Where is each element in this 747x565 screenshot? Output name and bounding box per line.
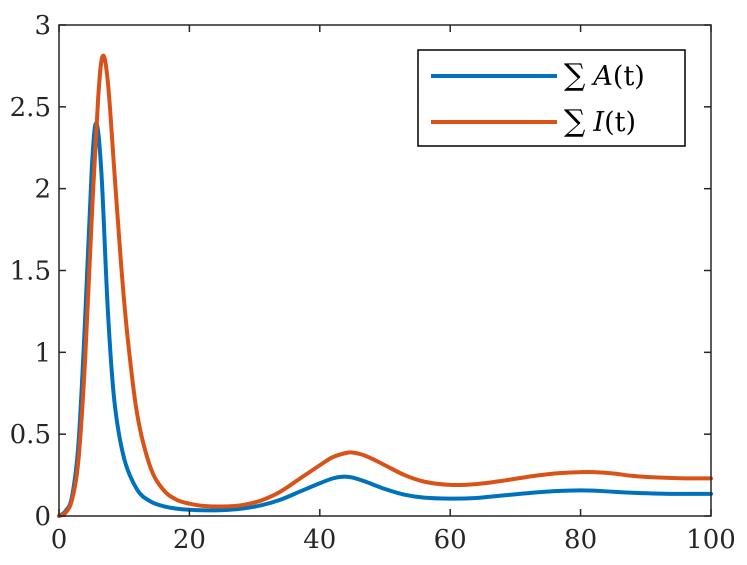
y-tick-label: 2 [34,175,51,205]
tick-layer: 0 20 40 60 80 100 0 0.5 1 1.5 2 2.5 3 [10,11,736,555]
y-tick-label: 0 [34,502,51,532]
x-tick-label: 0 [51,525,68,555]
y-tick-label: 1 [34,338,51,368]
x-tick-label: 80 [564,525,597,555]
legend-label-1: ∑ A(t) [564,58,645,93]
x-tick-label: 40 [303,525,336,555]
y-tick-label: 3 [34,11,51,41]
x-tick-label: 100 [686,525,736,555]
y-tick-label: 0.5 [10,420,51,450]
y-tick-label: 2.5 [10,93,51,123]
x-tick-label: 20 [173,525,206,555]
series-layer [57,53,713,518]
series-line-2 [57,53,713,518]
x-tick-label: 60 [434,525,467,555]
legend-label-2: ∑ I(t) [564,104,636,139]
y-tick-label: 1.5 [10,257,51,287]
legend: ∑ A(t) ∑ I(t) [417,49,686,147]
legend-box [417,49,686,147]
